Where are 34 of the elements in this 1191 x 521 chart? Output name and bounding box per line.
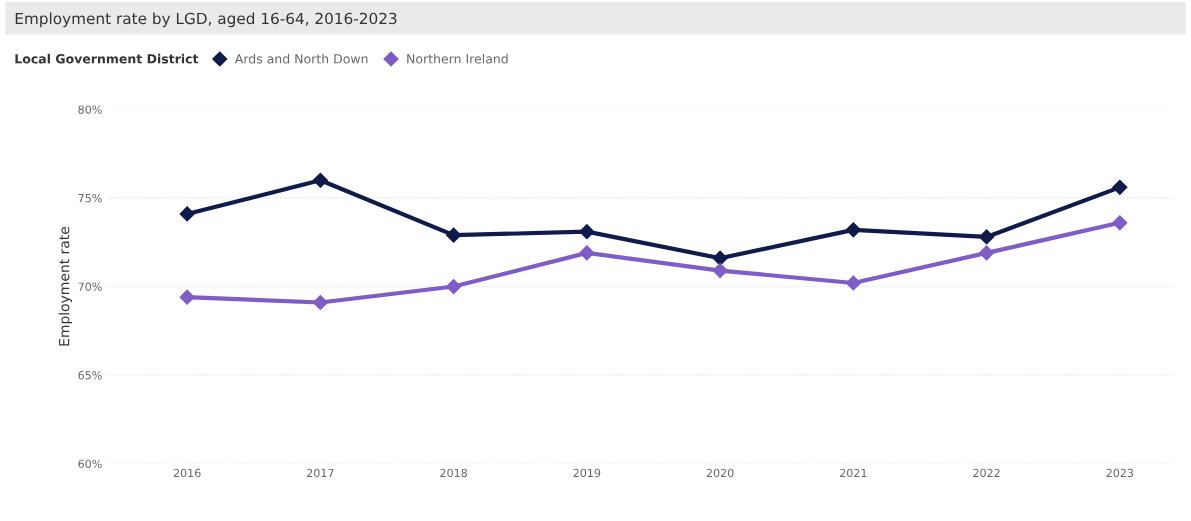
point	[446, 278, 462, 295]
y-tick-label: 70%	[78, 282, 102, 291]
point	[312, 294, 328, 311]
point	[446, 227, 462, 243]
x-tick-label: 2020	[706, 468, 734, 478]
x-tick-label: 2023	[1106, 468, 1134, 478]
y-axis-title: Employment rate	[58, 226, 73, 346]
point	[979, 245, 995, 261]
legend-label: Northern Ireland	[407, 53, 508, 64]
x-tick-label: 2017	[307, 468, 334, 478]
legend-label: Ards and North Down	[234, 53, 368, 64]
point	[845, 222, 861, 238]
point	[179, 206, 195, 222]
y-tick-label: 80%	[78, 105, 102, 114]
legend-title: Local Government District	[15, 53, 199, 64]
point	[1112, 215, 1128, 231]
x-tick-label: 2021	[840, 468, 867, 478]
y-tick-label: 75%	[78, 193, 102, 203]
point	[712, 250, 728, 266]
point	[712, 263, 728, 279]
chart-title: Employment rate by LGD, aged 16-64, 2016-2023	[15, 12, 397, 28]
x-tick-label: 2016	[173, 468, 201, 478]
point	[579, 224, 595, 240]
x-tick-label: 2018	[440, 468, 467, 478]
point	[1112, 179, 1128, 195]
point	[179, 289, 195, 305]
x-tick-label: 2019	[573, 468, 601, 478]
point	[312, 172, 328, 188]
point	[979, 229, 995, 245]
point	[845, 275, 861, 291]
x-tick-label: 2022	[973, 468, 1000, 478]
y-tick-label: 65%	[78, 371, 102, 380]
point	[579, 245, 595, 261]
y-tick-label: 60%	[78, 459, 102, 469]
